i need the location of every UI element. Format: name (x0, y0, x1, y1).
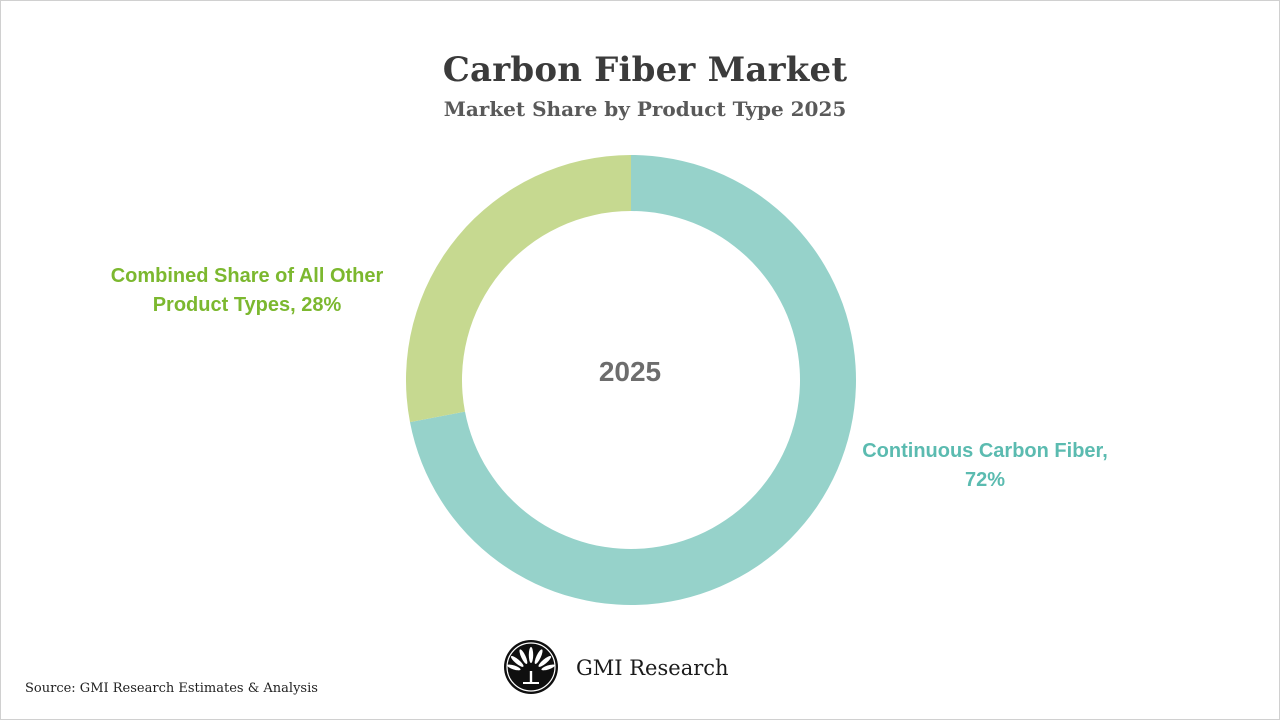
brand-name: GMI Research (576, 656, 729, 680)
slice-label-other-product-types: Combined Share of All Other Product Type… (110, 265, 384, 316)
chart-subtitle: Market Share by Product Type 2025 (443, 97, 847, 121)
source-note: Source: GMI Research Estimates & Analysi… (25, 681, 318, 696)
gmi-logo-icon (504, 640, 558, 694)
donut-slice-other-product-types (406, 155, 631, 423)
donut-center-label: 2025 (598, 356, 662, 387)
slice-label-continuous-carbon-fiber: Continuous Carbon Fiber, 72% (862, 440, 1108, 491)
chart-title: Carbon Fiber Market (442, 50, 848, 90)
